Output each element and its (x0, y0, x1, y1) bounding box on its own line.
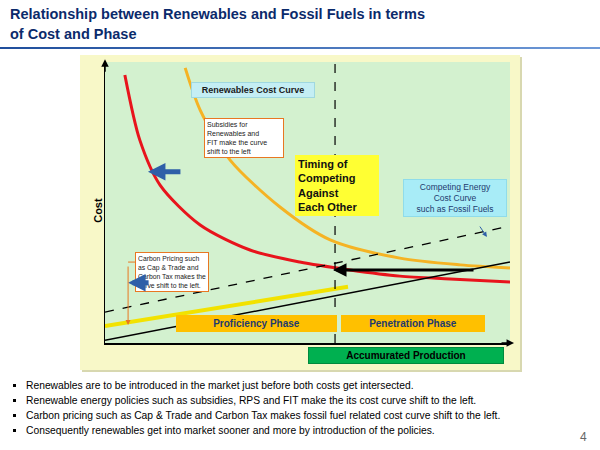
html-text:4: 4 (580, 430, 587, 444)
html-text:Renewable energy policies such: Renewable energy policies such as subsid… (26, 395, 477, 406)
svg-text:Accumurated Production: Accumurated Production (346, 350, 465, 361)
html-text:of Cost and Phase: of Cost and Phase (10, 26, 137, 42)
svg-text:Proficiency Phase: Proficiency Phase (213, 318, 300, 329)
html-text:Relationship between Renewable: Relationship between Renewables and Foss… (10, 6, 425, 22)
html-text:Renewables are to be introduce: Renewables are to be introduced in the m… (26, 380, 414, 391)
svg-text:Timing ofCompetingAgainstEach: Timing ofCompetingAgainstEach Other (298, 158, 357, 213)
svg-text:Subsidies forRenewables andFIT: Subsidies forRenewables andFIT make the … (207, 121, 267, 155)
svg-text:Cost: Cost (92, 198, 104, 223)
svg-text:Carbon Pricing suchas Cap & Tr: Carbon Pricing suchas Cap & Trade andCar… (138, 255, 206, 289)
svg-text:Competing EnergyCost Curvesuch: Competing EnergyCost Curvesuch as Fossil… (417, 182, 494, 214)
svg-text:Renewables Cost Curve: Renewables Cost Curve (202, 85, 305, 95)
html-text:Consequently renewables get in: Consequently renewables get into market … (26, 425, 435, 436)
svg-text:Penetration Phase: Penetration Phase (369, 318, 457, 329)
html-text:Carbon pricing such as Cap & T: Carbon pricing such as Cap & Trade and C… (26, 410, 501, 421)
